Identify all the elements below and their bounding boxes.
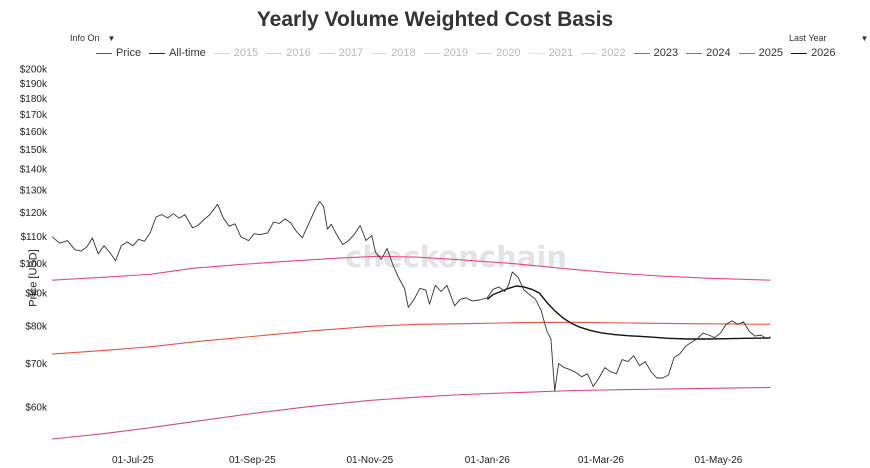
legend-label: Price [116,47,142,59]
legend-item-2018[interactable]: 2018 [371,46,416,60]
y-tick-label: $140k [20,165,48,176]
legend-label: 2022 [601,47,626,59]
legend-label: 2023 [653,47,679,59]
y-tick-label: $110k [20,232,48,243]
series-line-2023 [51,386,771,440]
x-tick-label: 01-Jul-25 [112,455,154,466]
series-line-price [51,201,771,392]
legend-label: 2015 [233,47,259,59]
x-tick-label: 01-May-26 [695,455,743,466]
legend-item-2017[interactable]: 2017 [318,46,364,60]
y-tick-label: $130k [20,185,48,196]
legend-label: 2024 [706,47,731,59]
legend-label: 2019 [443,47,469,59]
legend-label: 2018 [391,47,416,59]
legend-item-2021[interactable]: 2021 [528,46,574,60]
legend-item-2026[interactable]: 2026 [791,46,836,60]
legend-swatch [213,52,230,54]
legend-swatch [96,52,112,54]
legend-item-2015[interactable]: 2015 [213,46,259,60]
y-tick-label: $90k [25,289,48,300]
legend-swatch [423,52,440,54]
series-line-2024 [51,321,771,355]
legend-swatch [149,52,166,54]
legend-swatch [528,52,545,54]
legend-item-price[interactable]: Price [96,46,141,60]
watermark: checkonchain [345,240,567,274]
legend-label: 2017 [338,47,364,59]
legend-item-2025[interactable]: 2025 [738,46,784,60]
x-tick-label: 01-Nov-25 [346,455,393,466]
legend-item-2023[interactable]: 2023 [633,46,679,60]
legend-item-2020[interactable]: 2020 [476,46,521,60]
dropdown-arrow-icon: ▼ [860,34,869,43]
legend-label: 2025 [758,47,784,59]
y-tick-label: $120k [20,208,48,219]
y-tick-label: $170k [20,110,48,121]
y-tick-label: $180k [20,94,48,105]
x-tick-label: 01-Mar-26 [578,455,625,466]
legend-swatch [581,52,598,54]
legend-swatch [476,52,493,54]
y-tick-label: $200k [20,64,48,75]
legend-item-all-time[interactable]: All-time [149,46,206,60]
y-tick-label: $150k [20,145,48,156]
chart-title: Yearly Volume Weighted Cost Basis [256,8,614,31]
info-toggle-label: Info On [70,33,100,43]
dropdown-arrow-icon: ▼ [107,34,116,43]
y-tick-label: $80k [25,322,48,333]
y-tick-label: $100k [20,259,48,270]
range-select-label: Last Year [789,33,827,43]
legend-swatch [791,52,808,54]
legend-swatch [371,52,388,54]
chart-legend: Price All-time 2015 2016 2017 2018 2019 2020 202… [96,46,844,60]
legend-label: 2016 [286,47,311,59]
y-tick-label: $70k [25,359,48,370]
legend-item-2022[interactable]: 2022 [581,46,626,60]
legend-label: 2026 [811,47,836,59]
series-line-2026 [486,285,771,340]
legend-swatch [318,52,335,54]
legend-item-2024[interactable]: 2024 [686,46,731,60]
range-select-dropdown[interactable]: Last Year ▼ [789,33,868,43]
info-toggle-dropdown[interactable]: Info On ▼ [70,33,115,43]
x-tick-label: 01-Jan-26 [465,455,510,466]
legend-swatch [266,52,283,54]
x-tick-label: 01-Sep-25 [229,455,276,466]
series-line-2025 [51,255,771,281]
legend-item-2019[interactable]: 2019 [423,46,469,60]
legend-swatch [633,52,650,54]
legend-item-2016[interactable]: 2016 [266,46,311,60]
y-tick-label: $60k [25,402,48,413]
legend-swatch [686,52,703,54]
legend-label: All-time [169,47,206,59]
legend-label: 2020 [496,47,521,59]
y-tick-label: $190k [20,79,48,90]
y-tick-label: $160k [20,127,48,138]
legend-swatch [738,52,755,54]
legend-label: 2021 [548,47,574,59]
